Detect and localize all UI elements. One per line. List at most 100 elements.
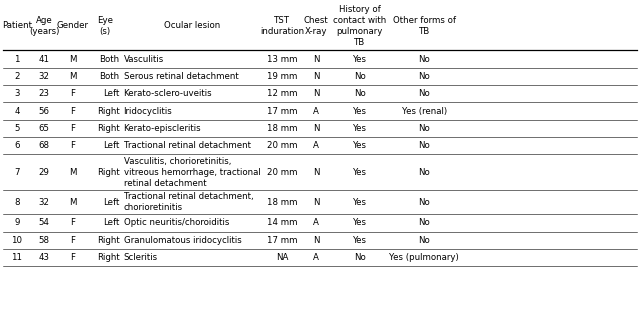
Text: No: No bbox=[354, 253, 365, 262]
Text: 6: 6 bbox=[14, 141, 20, 150]
Text: 12 mm: 12 mm bbox=[267, 89, 298, 98]
Text: F: F bbox=[70, 89, 76, 98]
Text: 54: 54 bbox=[38, 218, 50, 227]
Text: No: No bbox=[354, 89, 365, 98]
Text: Ocular lesion: Ocular lesion bbox=[164, 21, 220, 31]
Text: Chest
X-ray: Chest X-ray bbox=[304, 16, 328, 36]
Text: F: F bbox=[70, 106, 76, 116]
Text: 4: 4 bbox=[14, 106, 20, 116]
Text: Eye
(s): Eye (s) bbox=[97, 16, 113, 36]
Text: 43: 43 bbox=[38, 253, 50, 262]
Text: Both: Both bbox=[100, 54, 120, 64]
Text: Left: Left bbox=[103, 141, 120, 150]
Text: Yes: Yes bbox=[353, 141, 367, 150]
Text: A: A bbox=[313, 218, 319, 227]
Text: Right: Right bbox=[97, 236, 120, 245]
Text: No: No bbox=[419, 236, 430, 245]
Text: N: N bbox=[313, 89, 319, 98]
Text: 20 mm: 20 mm bbox=[267, 168, 298, 177]
Text: Patient: Patient bbox=[2, 21, 32, 31]
Text: No: No bbox=[419, 89, 430, 98]
Text: A: A bbox=[313, 106, 319, 116]
Text: F: F bbox=[70, 218, 76, 227]
Text: 8: 8 bbox=[14, 198, 20, 207]
Text: M: M bbox=[69, 198, 77, 207]
Text: 11: 11 bbox=[12, 253, 22, 262]
Text: No: No bbox=[354, 72, 365, 81]
Text: No: No bbox=[419, 54, 430, 64]
Text: 18 mm: 18 mm bbox=[267, 124, 298, 133]
Text: 1: 1 bbox=[14, 54, 20, 64]
Text: Age
(years): Age (years) bbox=[29, 16, 60, 36]
Text: Yes: Yes bbox=[353, 218, 367, 227]
Text: Serous retinal detachment: Serous retinal detachment bbox=[124, 72, 238, 81]
Text: N: N bbox=[313, 198, 319, 207]
Text: M: M bbox=[69, 72, 77, 81]
Text: 9: 9 bbox=[14, 218, 20, 227]
Text: 58: 58 bbox=[38, 236, 50, 245]
Text: N: N bbox=[313, 236, 319, 245]
Text: 41: 41 bbox=[38, 54, 50, 64]
Text: No: No bbox=[419, 198, 430, 207]
Text: TST
induration: TST induration bbox=[260, 16, 304, 36]
Text: Other forms of
TB: Other forms of TB bbox=[393, 16, 456, 36]
Text: 56: 56 bbox=[38, 106, 50, 116]
Text: M: M bbox=[69, 54, 77, 64]
Text: N: N bbox=[313, 54, 319, 64]
Text: 18 mm: 18 mm bbox=[267, 198, 298, 207]
Text: NA: NA bbox=[276, 253, 289, 262]
Text: N: N bbox=[313, 168, 319, 177]
Text: Yes: Yes bbox=[353, 54, 367, 64]
Text: No: No bbox=[419, 72, 430, 81]
Text: No: No bbox=[419, 124, 430, 133]
Text: Right: Right bbox=[97, 124, 120, 133]
Text: Vasculitis, chorioretinitis,
vitreous hemorrhage, tractional
retinal detachment: Vasculitis, chorioretinitis, vitreous he… bbox=[124, 157, 260, 187]
Text: Yes (pulmonary): Yes (pulmonary) bbox=[390, 253, 459, 262]
Text: 14 mm: 14 mm bbox=[267, 218, 298, 227]
Text: N: N bbox=[313, 124, 319, 133]
Text: Right: Right bbox=[97, 168, 120, 177]
Text: 19 mm: 19 mm bbox=[267, 72, 298, 81]
Text: F: F bbox=[70, 236, 76, 245]
Text: No: No bbox=[419, 168, 430, 177]
Text: 2: 2 bbox=[14, 72, 20, 81]
Text: Right: Right bbox=[97, 106, 120, 116]
Text: History of
contact with
pulmonary
TB: History of contact with pulmonary TB bbox=[333, 5, 387, 47]
Text: No: No bbox=[419, 218, 430, 227]
Text: Iridocyclitis: Iridocyclitis bbox=[124, 106, 172, 116]
Text: 17 mm: 17 mm bbox=[267, 106, 298, 116]
Text: Vasculitis: Vasculitis bbox=[124, 54, 164, 64]
Text: Yes: Yes bbox=[353, 236, 367, 245]
Text: 65: 65 bbox=[38, 124, 50, 133]
Text: Yes: Yes bbox=[353, 124, 367, 133]
Text: F: F bbox=[70, 124, 76, 133]
Text: M: M bbox=[69, 168, 77, 177]
Text: Yes (renal): Yes (renal) bbox=[402, 106, 447, 116]
Text: Tractional retinal detachment: Tractional retinal detachment bbox=[124, 141, 250, 150]
Text: 17 mm: 17 mm bbox=[267, 236, 298, 245]
Text: Both: Both bbox=[100, 72, 120, 81]
Text: 23: 23 bbox=[38, 89, 50, 98]
Text: N: N bbox=[313, 72, 319, 81]
Text: 20 mm: 20 mm bbox=[267, 141, 298, 150]
Text: 68: 68 bbox=[38, 141, 50, 150]
Text: 5: 5 bbox=[14, 124, 20, 133]
Text: Kerato-episcleritis: Kerato-episcleritis bbox=[124, 124, 201, 133]
Text: Yes: Yes bbox=[353, 198, 367, 207]
Text: 10: 10 bbox=[12, 236, 22, 245]
Text: Granulomatous iridocyclitis: Granulomatous iridocyclitis bbox=[124, 236, 241, 245]
Text: 29: 29 bbox=[39, 168, 49, 177]
Text: Yes: Yes bbox=[353, 168, 367, 177]
Text: Right: Right bbox=[97, 253, 120, 262]
Text: Kerato-sclero-uveitis: Kerato-sclero-uveitis bbox=[124, 89, 212, 98]
Text: No: No bbox=[419, 141, 430, 150]
Text: F: F bbox=[70, 141, 76, 150]
Text: Left: Left bbox=[103, 89, 120, 98]
Text: 7: 7 bbox=[14, 168, 20, 177]
Text: 32: 32 bbox=[38, 198, 50, 207]
Text: Left: Left bbox=[103, 198, 120, 207]
Text: Left: Left bbox=[103, 218, 120, 227]
Text: A: A bbox=[313, 141, 319, 150]
Text: Scleritis: Scleritis bbox=[124, 253, 157, 262]
Text: A: A bbox=[313, 253, 319, 262]
